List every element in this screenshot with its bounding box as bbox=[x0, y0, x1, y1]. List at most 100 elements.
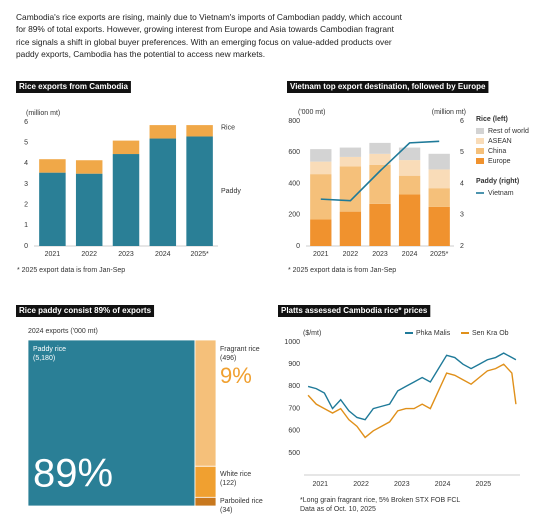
x-tick-label: 2022 bbox=[343, 251, 359, 258]
note: * 2025 export data is from Jan-Sep bbox=[288, 267, 396, 274]
bar-segment bbox=[186, 125, 213, 137]
y-tick-label: 6 bbox=[24, 119, 28, 126]
y-tick-label: 200 bbox=[288, 212, 300, 219]
bar-segment bbox=[39, 172, 66, 246]
legend-title: Rice (left) bbox=[476, 116, 508, 123]
bar-segment bbox=[149, 138, 177, 246]
bar-segment bbox=[339, 156, 362, 167]
bar-segment bbox=[398, 175, 421, 195]
chart-title: Vietnam top export destination, followed… bbox=[290, 82, 486, 91]
legend-label: China bbox=[488, 148, 506, 155]
bar-segment bbox=[369, 153, 391, 165]
cell-value: (34) bbox=[220, 507, 232, 514]
line bbox=[320, 140, 440, 202]
cell-value: (122) bbox=[220, 480, 236, 487]
bar-segment bbox=[428, 153, 450, 170]
y-tick-label: 5 bbox=[24, 140, 28, 147]
bar-segment bbox=[339, 211, 362, 246]
x-tick-label: 2023 bbox=[394, 481, 410, 488]
bar-segment bbox=[398, 194, 421, 246]
y-tick-label: 3 bbox=[24, 181, 28, 188]
x-tick-label: 2024 bbox=[435, 481, 451, 488]
x-tick-label: 2023 bbox=[372, 251, 388, 258]
y-tick-label: 500 bbox=[288, 450, 300, 457]
cell-label: Fragrant rice bbox=[220, 346, 260, 353]
bar-segment bbox=[369, 164, 391, 204]
y-tick-label: 900 bbox=[288, 361, 300, 368]
cell-label: Paddy rice bbox=[33, 346, 66, 353]
subtitle: 2024 exports ('000 mt) bbox=[28, 328, 98, 335]
y-tick-label: 800 bbox=[288, 383, 300, 390]
share-label: 9% bbox=[220, 363, 252, 388]
bar-segment bbox=[339, 166, 362, 212]
treemap-cell bbox=[27, 339, 196, 507]
x-tick-label: 2021 bbox=[313, 251, 329, 258]
x-tick-label: 2022 bbox=[353, 481, 369, 488]
y-tick-label: 1 bbox=[24, 222, 28, 229]
line bbox=[307, 363, 517, 439]
note: *Long grain fragrant rice, 5% Broken STX… bbox=[300, 497, 460, 504]
x-tick-label: 2024 bbox=[155, 251, 171, 258]
bar-segment bbox=[310, 174, 332, 220]
y-axis-label: ($/mt) bbox=[303, 330, 321, 337]
note: * 2025 export data is from Jan-Sep bbox=[17, 267, 125, 274]
legend-swatch bbox=[476, 148, 484, 154]
intro-text: Cambodia's rice exports are rising, main… bbox=[16, 12, 402, 60]
chart-title: Platts assessed Cambodia rice* prices bbox=[281, 306, 428, 315]
bar-segment bbox=[369, 203, 391, 246]
treemap-cell bbox=[194, 496, 217, 507]
bar-segment bbox=[39, 159, 66, 173]
cell-label: White rice bbox=[220, 471, 251, 478]
treemap-cell bbox=[194, 339, 217, 467]
bar-segment bbox=[112, 154, 140, 246]
legend-title: Paddy (right) bbox=[476, 178, 519, 185]
treemap-cell bbox=[194, 465, 217, 498]
x-tick-label: 2021 bbox=[313, 481, 329, 488]
x-tick-label: 2023 bbox=[118, 251, 134, 258]
title-background bbox=[16, 81, 131, 93]
y2-tick-label: 5 bbox=[460, 149, 464, 156]
series-label: Rice bbox=[221, 125, 235, 132]
legend-label: Europe bbox=[488, 158, 511, 165]
title-background bbox=[16, 305, 155, 317]
chart-title: Rice exports from Cambodia bbox=[19, 82, 128, 91]
y-tick-label: 4 bbox=[24, 160, 28, 167]
bar-segment bbox=[310, 149, 332, 162]
x-tick-label: 2021 bbox=[45, 251, 61, 258]
cell-label: Parboiled rice bbox=[220, 498, 263, 505]
y-tick-label: 600 bbox=[288, 428, 300, 435]
legend-swatch bbox=[476, 128, 484, 134]
chart-title: Rice paddy consist 89% of exports bbox=[19, 306, 152, 315]
bar-segment bbox=[310, 219, 332, 246]
bar-segment bbox=[75, 160, 103, 174]
legend-label: ASEAN bbox=[488, 138, 512, 145]
x-tick-label: 2025 bbox=[476, 481, 492, 488]
y2-tick-label: 3 bbox=[460, 212, 464, 219]
bar-segment bbox=[428, 206, 450, 246]
legend-label: Vietnam bbox=[488, 190, 514, 197]
title-background bbox=[287, 81, 489, 93]
bar-segment bbox=[112, 140, 140, 155]
share-label: 89% bbox=[33, 452, 113, 496]
y-axis-label: (million mt) bbox=[26, 110, 60, 117]
bar-segment bbox=[339, 147, 362, 157]
y-axis-label: ('000 mt) bbox=[298, 109, 325, 116]
bar-segment bbox=[310, 161, 332, 175]
legend-label: Sen Kra Ob bbox=[472, 330, 509, 337]
bar-segment bbox=[428, 188, 450, 207]
y-tick-label: 0 bbox=[296, 243, 300, 250]
y2-tick-label: 4 bbox=[460, 180, 464, 187]
y-tick-label: 2 bbox=[24, 202, 28, 209]
y-tick-label: 1000 bbox=[284, 339, 300, 346]
y2-tick-label: 2 bbox=[460, 243, 464, 250]
title-background bbox=[278, 305, 431, 317]
x-tick-label: 2022 bbox=[81, 251, 97, 258]
x-tick-label: 2024 bbox=[402, 251, 418, 258]
x-tick-label: 2025* bbox=[430, 251, 449, 258]
bar-segment bbox=[398, 160, 421, 176]
bar-segment bbox=[428, 169, 450, 189]
legend-label: Phka Malis bbox=[416, 330, 451, 337]
y-tick-label: 0 bbox=[24, 243, 28, 250]
